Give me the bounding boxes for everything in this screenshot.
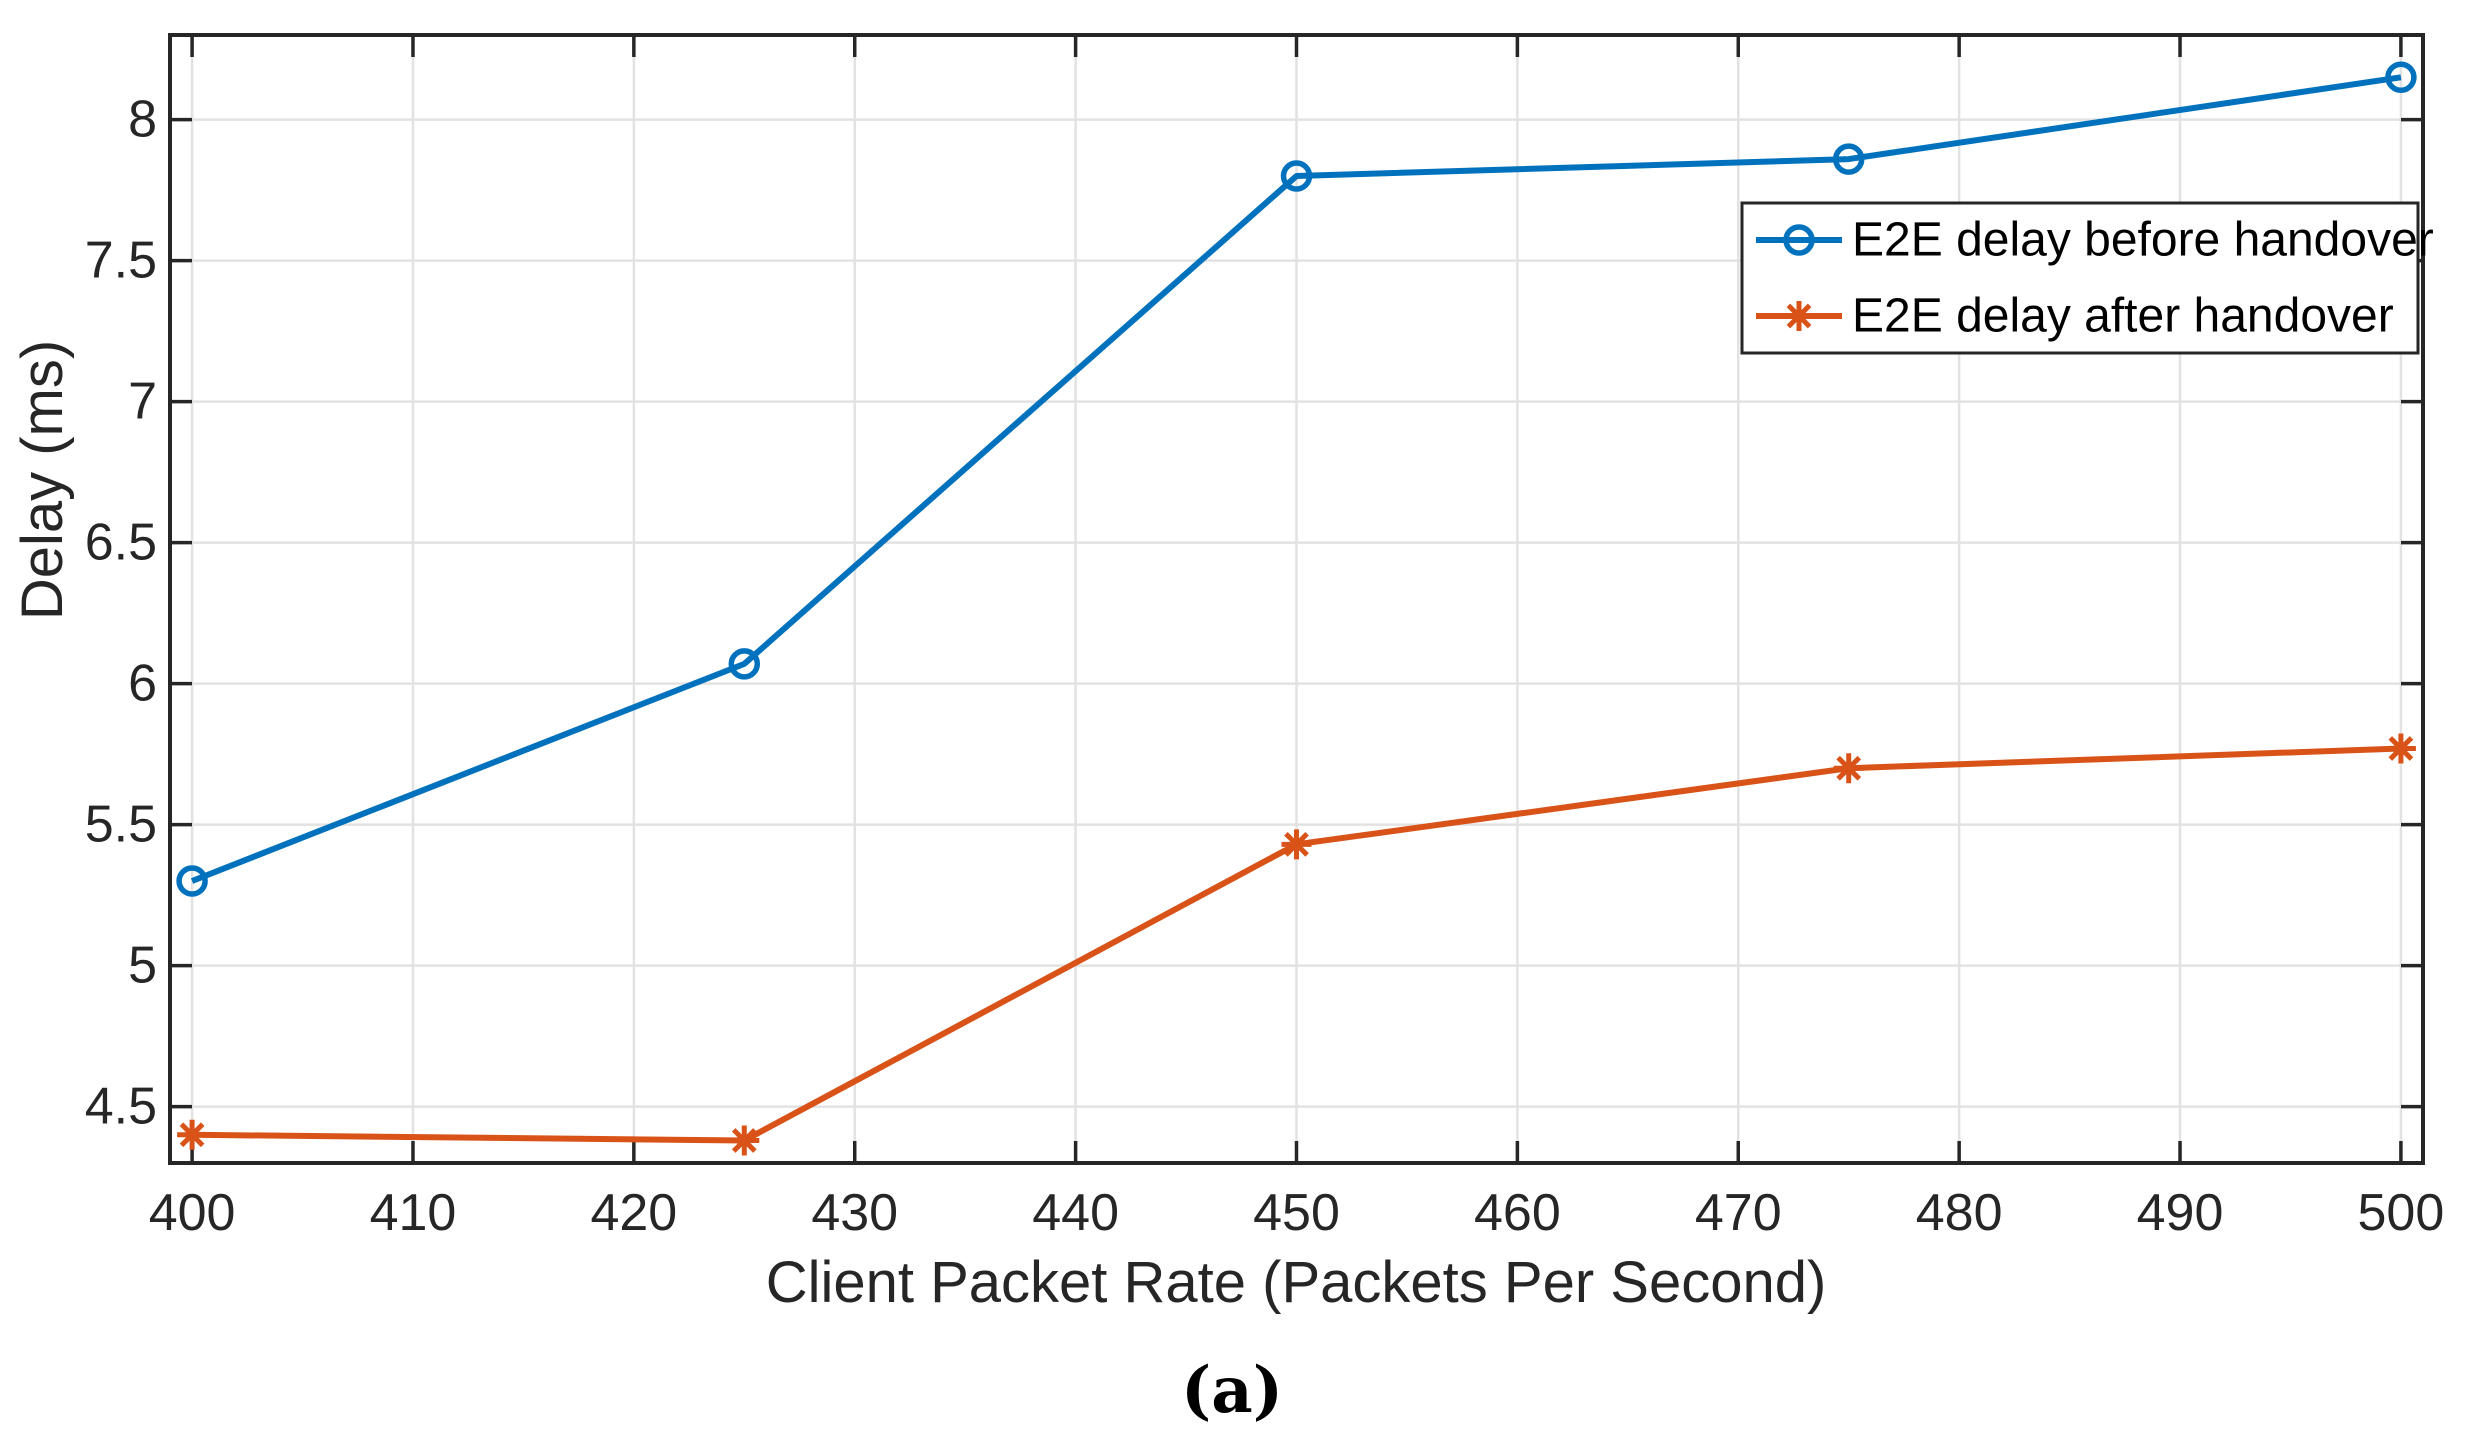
x-tick-label: 440: [1032, 1184, 1119, 1242]
x-tick-label: 470: [1695, 1184, 1782, 1242]
legend-label-after-handover: E2E delay after handover: [1852, 290, 2394, 343]
y-tick-label: 7: [128, 373, 157, 431]
asterisk-marker: [177, 1119, 208, 1150]
x-tick-label: 480: [1916, 1184, 2003, 1242]
y-axis-label: Delay (ms): [10, 340, 75, 620]
x-tick-label: 430: [811, 1184, 898, 1242]
y-tick-label: 6: [128, 655, 157, 713]
y-tick-label: 8: [128, 91, 157, 149]
asterisk-marker: [1281, 829, 1312, 860]
y-tick-label: 6.5: [85, 514, 157, 572]
series-line: [190, 74, 2402, 884]
legend: E2E delay before handover E2E delay afte…: [1740, 201, 2434, 355]
axis-ticks: [170, 35, 2423, 1163]
asterisk-marker: [1833, 753, 1864, 784]
legend-label-before-handover: E2E delay before handover: [1852, 214, 2434, 267]
series-after-handover: [177, 733, 2416, 1156]
x-tick-label: 460: [1474, 1184, 1561, 1242]
tick-labels: 400 410 420 430 440 450 460 470 480 490 500 4.5 5 5.5…: [85, 91, 2445, 1242]
y-tick-label: 7.5: [85, 232, 157, 290]
asterisk-marker: [729, 1125, 760, 1156]
data-series: [176, 61, 2417, 1156]
circle-marker: [728, 648, 761, 680]
x-tick-label: 410: [370, 1184, 457, 1242]
series-before-handover: [176, 61, 2417, 897]
x-axis-label: Client Packet Rate (Packets Per Second): [766, 1250, 1827, 1315]
x-tick-label: 490: [2137, 1184, 2224, 1242]
x-tick-label: 450: [1253, 1184, 1340, 1242]
circle-marker: [2385, 61, 2417, 94]
y-tick-label: 4.5: [85, 1078, 157, 1136]
circle-marker: [1783, 224, 1815, 256]
legend-entry-after-handover: E2E delay after handover: [1756, 290, 2394, 343]
asterisk-marker: [2385, 733, 2416, 764]
x-tick-label: 400: [149, 1184, 236, 1242]
legend-box: [1740, 201, 2420, 355]
asterisk-marker: [1784, 301, 1814, 331]
circle-marker: [1832, 143, 1865, 175]
subfigure-caption: (a): [1181, 1353, 1283, 1428]
circle-marker: [1280, 160, 1313, 192]
plot-border: [168, 33, 2425, 1165]
x-tick-label: 420: [590, 1184, 677, 1242]
x-tick-label: 500: [2358, 1184, 2445, 1242]
legend-entry-before-handover: E2E delay before handover: [1756, 214, 2434, 267]
y-tick-label: 5.5: [85, 796, 157, 854]
y-tick-label: 5: [128, 937, 157, 995]
circle-marker: [176, 865, 208, 897]
